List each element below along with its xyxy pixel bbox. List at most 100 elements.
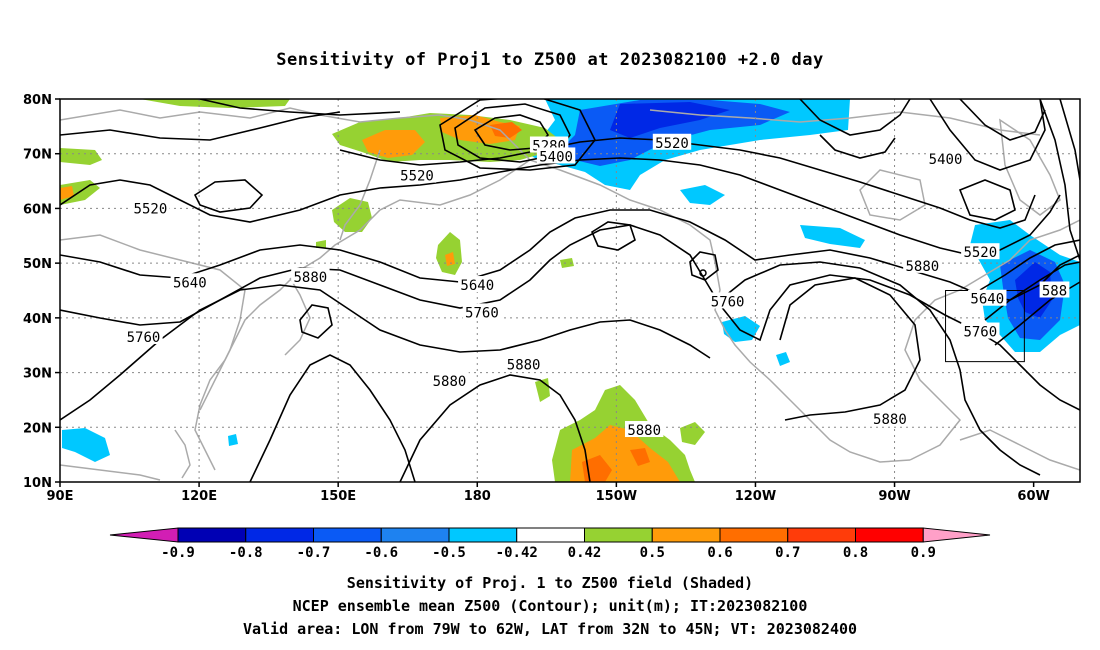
contour-label: 5520 — [963, 245, 997, 261]
lon-label: 90E — [47, 489, 74, 504]
lat-label: 30N — [23, 367, 52, 382]
contour-gulf-alaska-low — [689, 251, 719, 281]
colorbar-tick-label: 0.5 — [640, 545, 665, 561]
positive-area-east-tropics — [680, 422, 705, 445]
contour-label: 5520 — [134, 201, 168, 217]
contour-label: 5400 — [929, 152, 963, 168]
negative-area-westpac — [62, 428, 110, 462]
contour-label: 5760 — [711, 294, 745, 310]
contour-low-ring-3 — [439, 99, 596, 171]
contour-label-bg — [462, 303, 502, 320]
positive-area-small-b — [560, 258, 574, 268]
caption-contour: NCEP ensemble mean Z500 (Contour); unit(… — [292, 597, 808, 615]
lat-label: 50N — [23, 257, 52, 272]
positive-area-tropics-red-2 — [630, 448, 650, 466]
coastline-alaska — [529, 159, 911, 463]
colorbar-high-triangle — [922, 527, 991, 543]
contour-label: 5760 — [127, 330, 161, 346]
contour-arctic-east-2 — [819, 134, 896, 159]
contour-label-bg — [124, 328, 163, 345]
contour-label-bg — [903, 256, 942, 273]
colorbar-swatch — [787, 527, 856, 543]
coastline-kamchatka — [339, 149, 381, 241]
coastline-japan — [284, 277, 311, 356]
lon-label: 180 — [464, 489, 491, 504]
contour-5760 — [60, 224, 1080, 411]
contour-label-bg — [652, 133, 692, 150]
coastline-hudson — [859, 169, 926, 221]
contour-label: 5880 — [906, 259, 940, 275]
contour-atlantic-trough-2 — [984, 261, 1080, 321]
coastline-greenland — [999, 118, 1061, 216]
positive-area-west-edge-orange — [60, 186, 74, 200]
coastline-siberia — [60, 107, 531, 161]
contour-label: 588 — [1042, 284, 1067, 300]
colorbar-swatch — [719, 527, 789, 543]
map-frame — [59, 98, 1081, 483]
negative-area-canada — [800, 225, 865, 248]
coastline-philippines — [174, 429, 191, 479]
colorbar-tick-label: -0.8 — [229, 545, 263, 561]
contour-bering-high — [590, 221, 636, 251]
colorbar-swatch — [584, 527, 653, 543]
caption-shaded: Sensitivity of Proj. 1 to Z500 field (Sh… — [346, 574, 754, 592]
contour-label-bg — [708, 292, 747, 309]
contour-5880-south — [60, 284, 711, 421]
lon-label: 150E — [320, 489, 356, 504]
colorbar-swatch — [855, 527, 924, 543]
contour-label-bg — [870, 410, 910, 427]
colorbar-low-triangle — [109, 527, 179, 543]
contour-atlantic-trough-3 — [994, 281, 1080, 346]
lon-label: 120E — [181, 489, 217, 504]
coastline-indonesia — [60, 464, 161, 481]
contour-label-bg — [961, 243, 1000, 260]
contour-atlantic-trough-1 — [979, 239, 1080, 291]
contour-arctic-east — [799, 99, 911, 136]
lat-label: 10N — [23, 476, 52, 491]
contour-label: 5880 — [507, 357, 541, 373]
contour-label-bg — [961, 322, 1000, 339]
colorbar-tick-label: 0.9 — [911, 545, 936, 561]
colorbar-swatch — [177, 527, 247, 543]
positive-area-west-edge — [60, 148, 102, 165]
contour-label: 5640 — [173, 275, 207, 291]
contour-5280-low — [473, 114, 550, 151]
contour-label-bg — [536, 147, 576, 164]
positive-area-siberia-north — [140, 99, 290, 108]
contour-label: 5880 — [433, 374, 467, 390]
contour-label: 5880 — [294, 270, 328, 286]
positive-area-aleutian-orange — [445, 252, 455, 266]
contour-siberia-low — [193, 179, 264, 213]
colorbar-tick-label: -0.6 — [364, 545, 398, 561]
contour-5880-east — [719, 261, 1041, 476]
contour-label-bg — [430, 371, 469, 388]
contour-label-bg — [458, 276, 497, 293]
contour-label: 5760 — [963, 325, 997, 341]
lat-label: 40N — [23, 312, 52, 327]
colorbar-swatch — [245, 527, 314, 543]
coastline-south-america — [959, 429, 1080, 471]
contour-atlantic-ring-2 — [959, 99, 1046, 141]
colorbar-swatch — [448, 527, 518, 543]
contour-label-bg — [131, 199, 170, 216]
colorbar-swatch — [380, 527, 450, 543]
contour-label: 5400 — [539, 149, 573, 165]
lon-label: 150W — [596, 489, 637, 504]
contour-north-ring-2 — [60, 111, 341, 141]
positive-area-siberia-orange — [362, 130, 425, 158]
positive-area-siberia-red — [490, 122, 522, 138]
negative-area-small — [228, 434, 238, 446]
lat-label: 70N — [23, 148, 52, 163]
contour-label: 5760 — [465, 305, 499, 321]
contour-label-bg — [926, 150, 965, 167]
coastline-east-us — [904, 219, 1080, 461]
low-center-marker — [699, 269, 707, 277]
contour-east-edge — [1039, 99, 1080, 261]
contour-label: 5640 — [460, 278, 494, 294]
lon-label: 60W — [1017, 489, 1049, 504]
contour-layer — [60, 99, 1080, 482]
contour-5880-gulf — [779, 277, 921, 421]
contour-atlantic-low — [958, 179, 1016, 221]
